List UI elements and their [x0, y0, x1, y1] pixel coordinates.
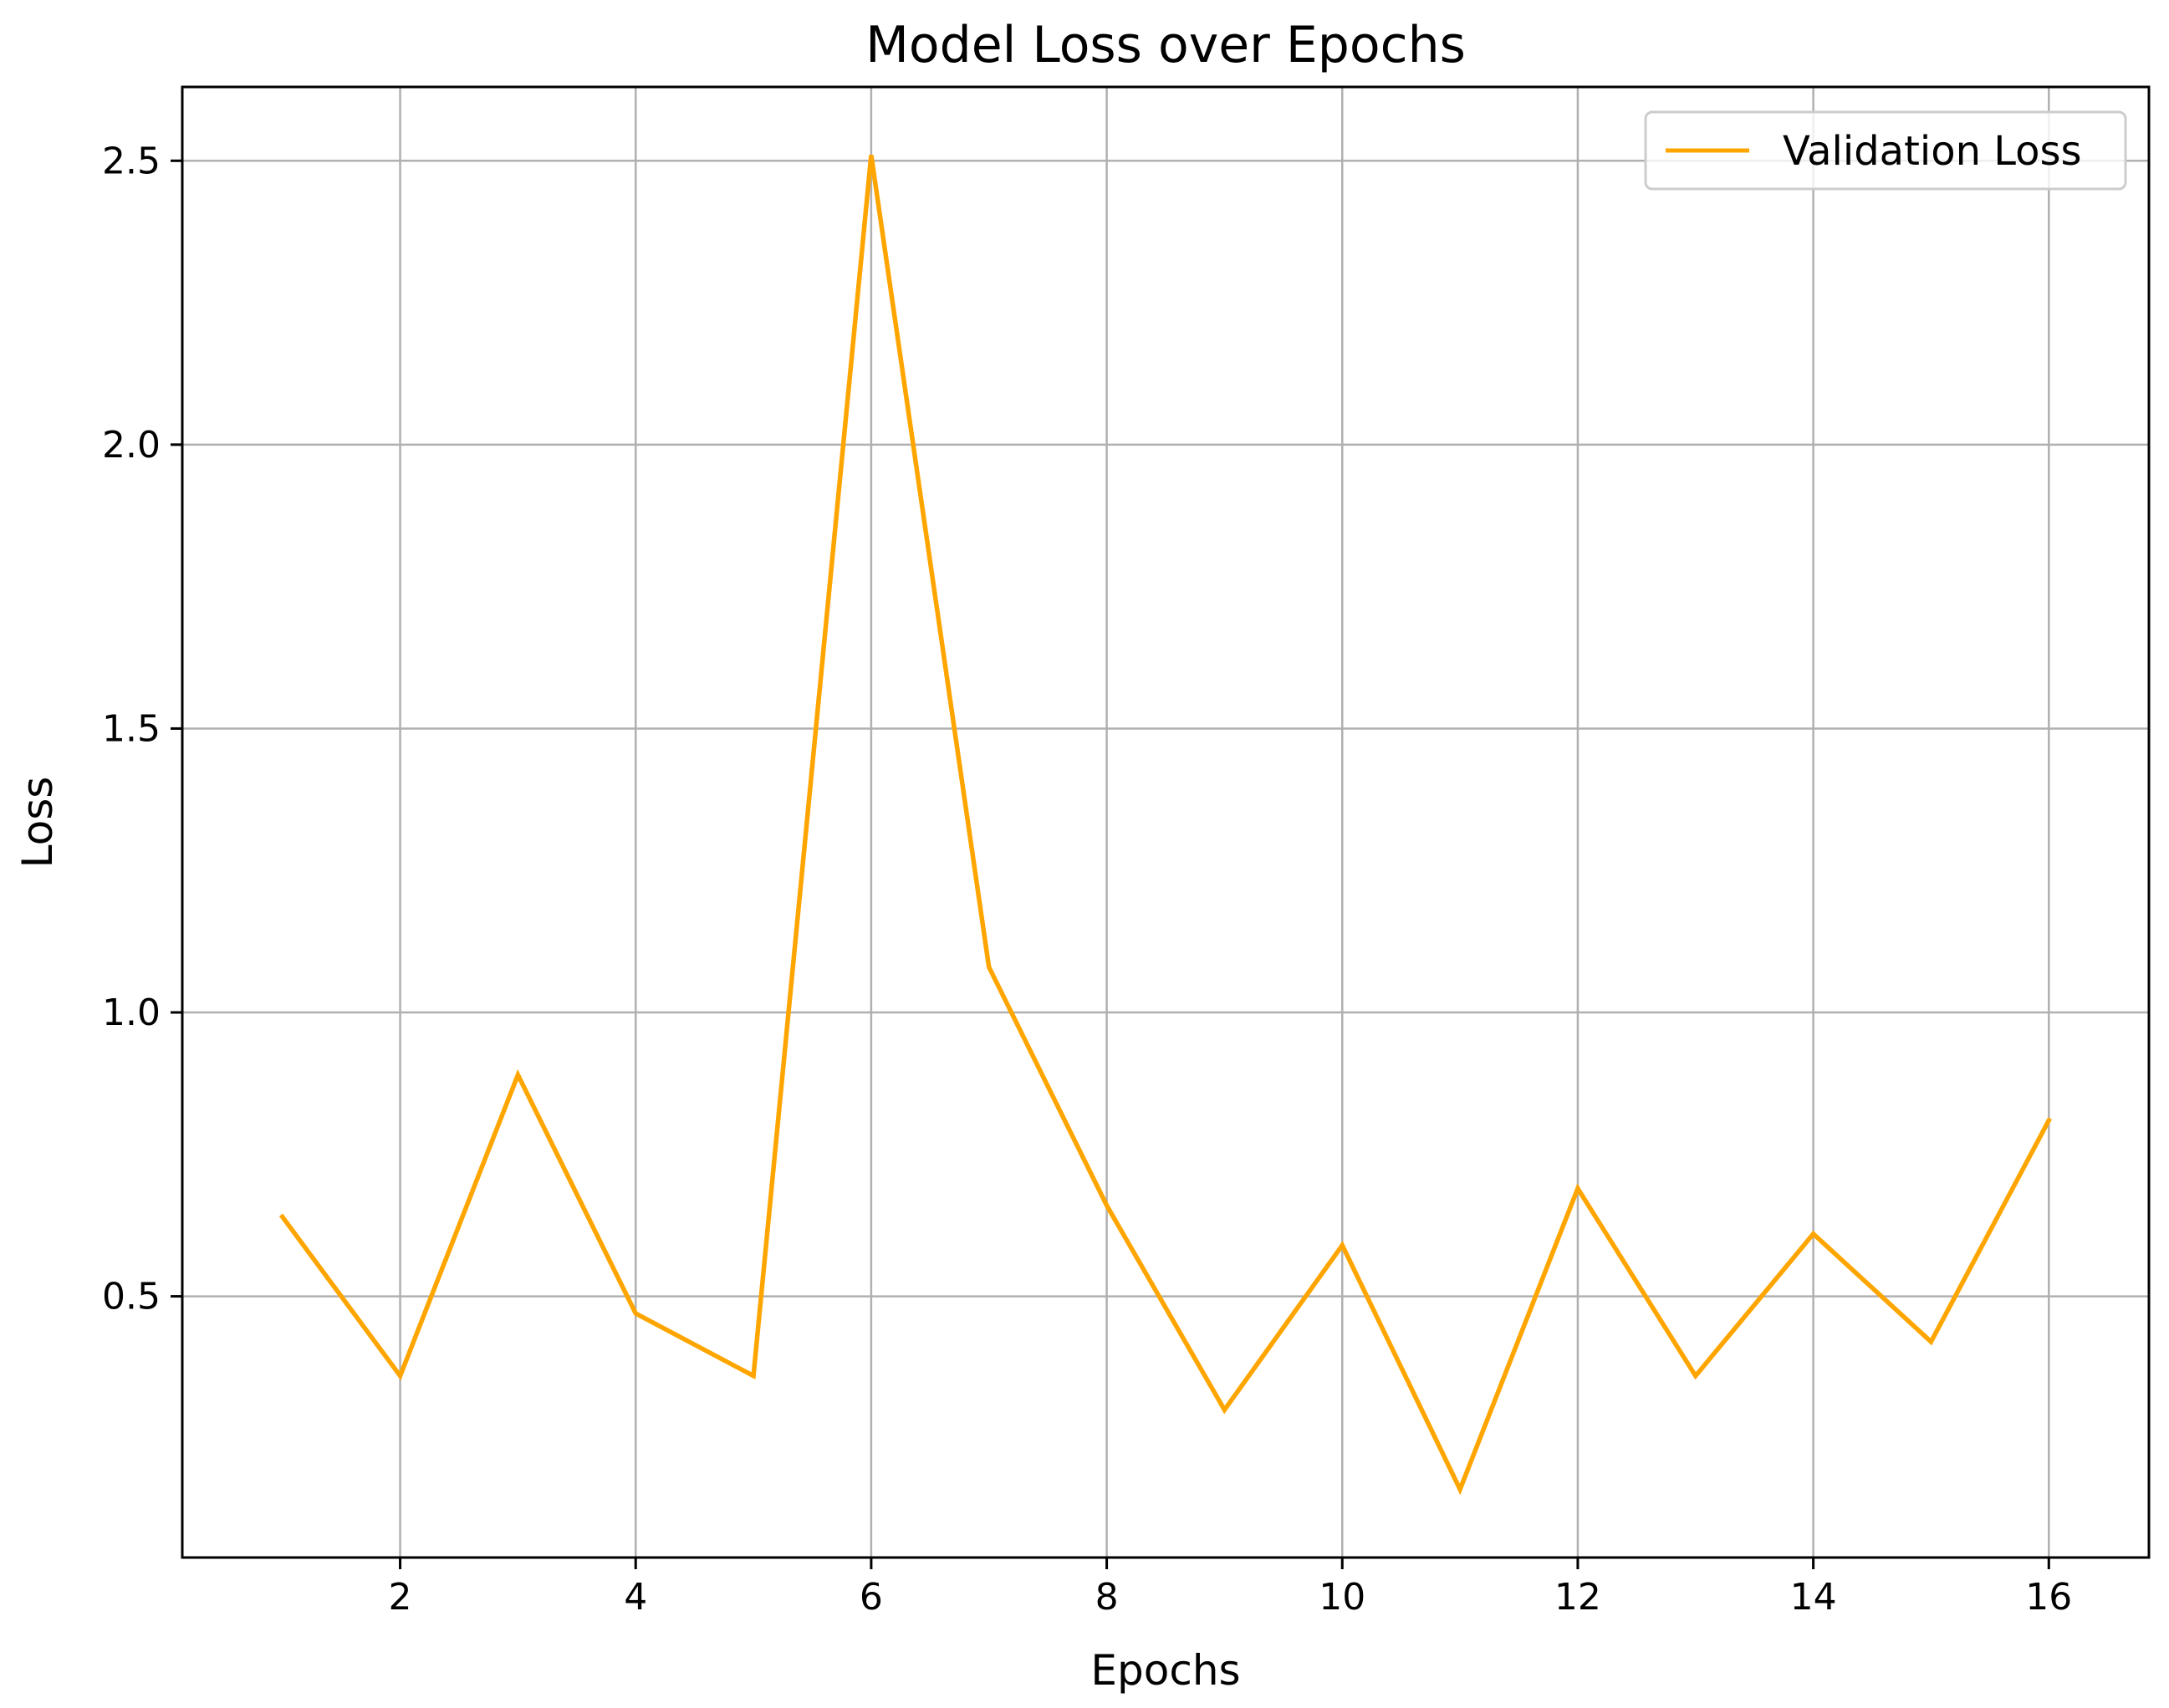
data-point — [1931, 1341, 1932, 1342]
data-point — [1106, 1205, 1107, 1206]
x-axis-title: Epochs — [1090, 1646, 1240, 1695]
chart-title: Model Loss over Epochs — [865, 16, 1466, 74]
x-tick-label: 8 — [1095, 1576, 1119, 1619]
data-point — [1342, 1245, 1343, 1246]
x-tick-label: 14 — [1790, 1576, 1837, 1619]
x-tick-label: 6 — [860, 1576, 883, 1619]
data-point — [1695, 1375, 1696, 1376]
data-point — [870, 155, 871, 156]
x-tick-label: 12 — [1554, 1576, 1601, 1619]
x-tick-label: 2 — [389, 1576, 412, 1619]
data-point — [1577, 1188, 1578, 1189]
series-layer — [278, 155, 2053, 1496]
legend-label: Validation Loss — [1783, 128, 2082, 175]
data-point — [282, 1216, 283, 1217]
y-tick-label: 0.5 — [102, 1276, 161, 1318]
data-point — [1813, 1233, 1814, 1234]
x-tick-label: 10 — [1319, 1576, 1365, 1619]
y-tick-label: 1.5 — [102, 707, 161, 750]
y-tick-label: 2.5 — [102, 140, 161, 182]
legend-box — [1644, 110, 2127, 191]
x-tick-label: 4 — [624, 1576, 647, 1619]
series-line-0 — [278, 155, 2053, 1496]
y-tick-label: 1.0 — [102, 992, 161, 1034]
data-point — [1460, 1489, 1461, 1490]
legend: Validation Loss — [1644, 110, 2127, 191]
x-tick-label: 16 — [2025, 1576, 2072, 1619]
plot-frame — [181, 85, 2151, 1559]
data-point — [400, 1375, 401, 1376]
data-point — [753, 1375, 754, 1376]
y-tick-label: 2.0 — [102, 424, 161, 467]
y-axis-title: Loss — [13, 777, 62, 869]
data-point — [988, 966, 989, 967]
axis-ticks: 2 4 6 8 10 12 14 16 0.5 1.0 1.5 2.0 2.5 — [102, 140, 2072, 1619]
